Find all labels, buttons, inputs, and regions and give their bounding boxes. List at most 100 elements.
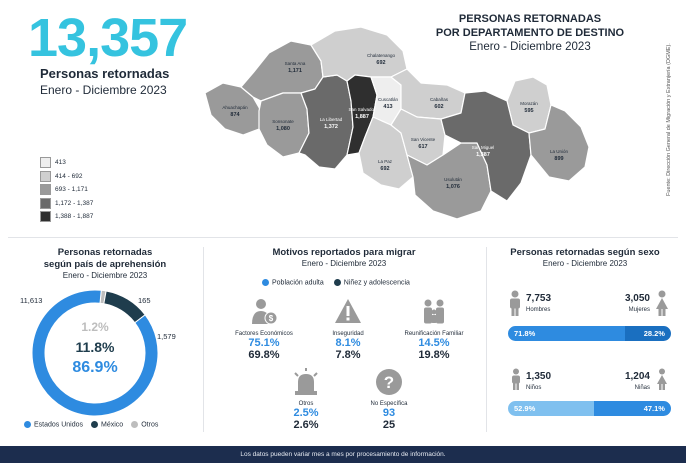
section-divider: [8, 237, 678, 238]
map-dept-value: 1,372: [324, 124, 338, 130]
sexo-period: Enero - Diciembre 2023: [542, 259, 628, 268]
motivo-adult-value: 93: [382, 407, 396, 419]
map-dept-value: 617: [418, 144, 427, 150]
total-subtitle: Personas retornadas: [40, 66, 170, 81]
map-dept-name: La Paz: [378, 159, 393, 164]
map-legend-item: 1,172 - 1,387: [40, 197, 94, 209]
map-dept-value: 692: [376, 60, 385, 66]
pais-legend-item: Otros: [131, 421, 158, 428]
legend-swatch: [40, 170, 51, 182]
dept-san-vicente: [390, 108, 446, 166]
divider-2: [486, 247, 487, 432]
divider-1: [203, 247, 204, 432]
legend-label: Niñez y adolescencia: [343, 279, 410, 287]
bar-hombres-segment: 71.8%: [508, 326, 626, 341]
bar-ninos-segment: 52.9%: [508, 401, 595, 416]
map-dept-value: 874: [230, 112, 240, 118]
pais-header: Personas retornadas según país de aprehe…: [10, 247, 200, 280]
motivos-title: Motivos reportados para migrar: [272, 247, 416, 258]
sexo-header: Personas retornadas según sexo Enero - D…: [490, 247, 680, 268]
legend-dot: [333, 279, 341, 286]
pct-mexico: 11.8%: [75, 339, 115, 355]
motivos-legend-item: Niñez y adolescencia: [333, 279, 410, 287]
map-title: PERSONAS RETORNADAS POR DEPARTAMENTO DE …: [420, 12, 640, 40]
motivo-label: No Específica: [370, 401, 408, 407]
ninos-value: 1,350: [526, 371, 552, 382]
hombres-label: Hombres: [526, 307, 551, 313]
map-dept-name: San Miguel: [472, 145, 495, 150]
map-dept-name: Ahuachapán: [222, 105, 248, 110]
legend-label: 1,172 - 1,387: [55, 199, 94, 207]
donut-segment-eeuu: [31, 289, 159, 417]
total-period: Enero - Diciembre 2023: [40, 83, 167, 97]
legend-dot: [91, 421, 99, 428]
bar-adultos: 71.8% 28.2%: [508, 326, 671, 341]
motivo-label: Otros: [298, 401, 314, 407]
motivo-nna-value: 2.6%: [293, 419, 319, 431]
ninos-label: Niños: [526, 385, 542, 391]
map-title-line2: POR DEPARTAMENTO DE DESTINO: [435, 27, 625, 39]
source-note: Fuente: Dirección General de Migración y…: [666, 43, 672, 197]
sexo-title: Personas retornadas según sexo: [510, 247, 660, 258]
map-dept-value: 1,080: [276, 126, 290, 132]
pais-legend: Estados Unidos México Otros: [24, 421, 158, 428]
map-dept-value: 595: [524, 108, 533, 114]
motivo-item: Otros 2.5% 2.6%: [270, 368, 342, 431]
svg-text:$: $: [269, 314, 274, 323]
map-legend-item: 414 - 692: [40, 170, 83, 182]
motivo-adult-value: 2.5%: [293, 407, 319, 419]
motivo-nna-value: 69.8%: [248, 349, 280, 361]
boy-icon: [512, 368, 520, 390]
mujeres-value: 3,050: [624, 293, 650, 304]
pct-otros: 1.2%: [81, 320, 109, 334]
map-dept-value: 1,171: [288, 68, 302, 74]
map-dept-name: Usulután: [444, 177, 462, 182]
motivo-nna-value: 19.8%: [418, 349, 450, 361]
legend-label: 693 - 1,171: [55, 186, 88, 193]
motivo-label: Reunificación Familiar: [404, 331, 464, 337]
label-mexico-count: 1,579: [157, 332, 176, 341]
label-otros-count: 165: [138, 296, 151, 305]
footer-note: Los datos pueden variar mes a mes por pr…: [0, 446, 686, 463]
map-dept-name: Santa Ana: [285, 61, 306, 66]
pais-title-line1: Personas retornadas: [57, 247, 153, 258]
map-dept-value: 602: [434, 104, 443, 110]
girl-icon: [657, 368, 667, 390]
motivo-adult-value: 14.5%: [418, 337, 450, 349]
map-dept-value: 1,887: [355, 114, 369, 120]
dept-la-union: [528, 104, 590, 182]
map-dept-value: 1,387: [476, 152, 490, 158]
motivo-label: Inseguridad: [332, 331, 364, 337]
motivo-item: $ Factores Económicos 75.1% 69.8%: [228, 298, 300, 361]
motivo-label: Factores Económicos: [235, 331, 293, 337]
map-dept-value: 692: [380, 166, 389, 172]
svg-text:?: ?: [384, 373, 394, 392]
map-dept-name: La Unión: [550, 149, 569, 154]
motivo-item: Inseguridad 8.1% 7.8%: [312, 298, 384, 361]
motivos-period: Enero - Diciembre 2023: [301, 259, 387, 268]
pais-period: Enero - Diciembre 2023: [62, 271, 148, 280]
map-legend-item: 693 - 1,171: [40, 184, 88, 195]
hombres-value: 7,753: [526, 293, 552, 304]
legend-swatch: [40, 157, 51, 168]
man-icon: [510, 290, 520, 316]
map-dept-name: Cabañas: [430, 97, 449, 102]
map-title-line1: PERSONAS RETORNADAS: [458, 13, 602, 25]
label-eeuu-count: 11,613: [20, 296, 43, 305]
pct-eeuu: 86.9%: [72, 359, 118, 376]
ninas-value: 1,204: [624, 371, 650, 382]
legend-label: 1,388 - 1,887: [55, 213, 94, 220]
legend-label: Estados Unidos: [34, 421, 84, 429]
motivos-legend-item: Población adulta: [262, 279, 324, 286]
person-money-icon: $: [252, 299, 278, 325]
map-dept-name: La Libertad: [320, 117, 343, 122]
motivos-legend: Población adulta Niñez y adolescencia: [262, 279, 410, 286]
legend-swatch: [40, 197, 51, 209]
ninas-label: Niñas: [634, 385, 650, 391]
legend-label: 414 - 692: [55, 172, 83, 180]
family-icon: [424, 299, 444, 324]
legend-label: Otros: [141, 421, 159, 429]
warning-icon: [335, 299, 361, 323]
map-dept-value: 1,076: [446, 184, 460, 190]
legend-dot: [24, 421, 31, 428]
